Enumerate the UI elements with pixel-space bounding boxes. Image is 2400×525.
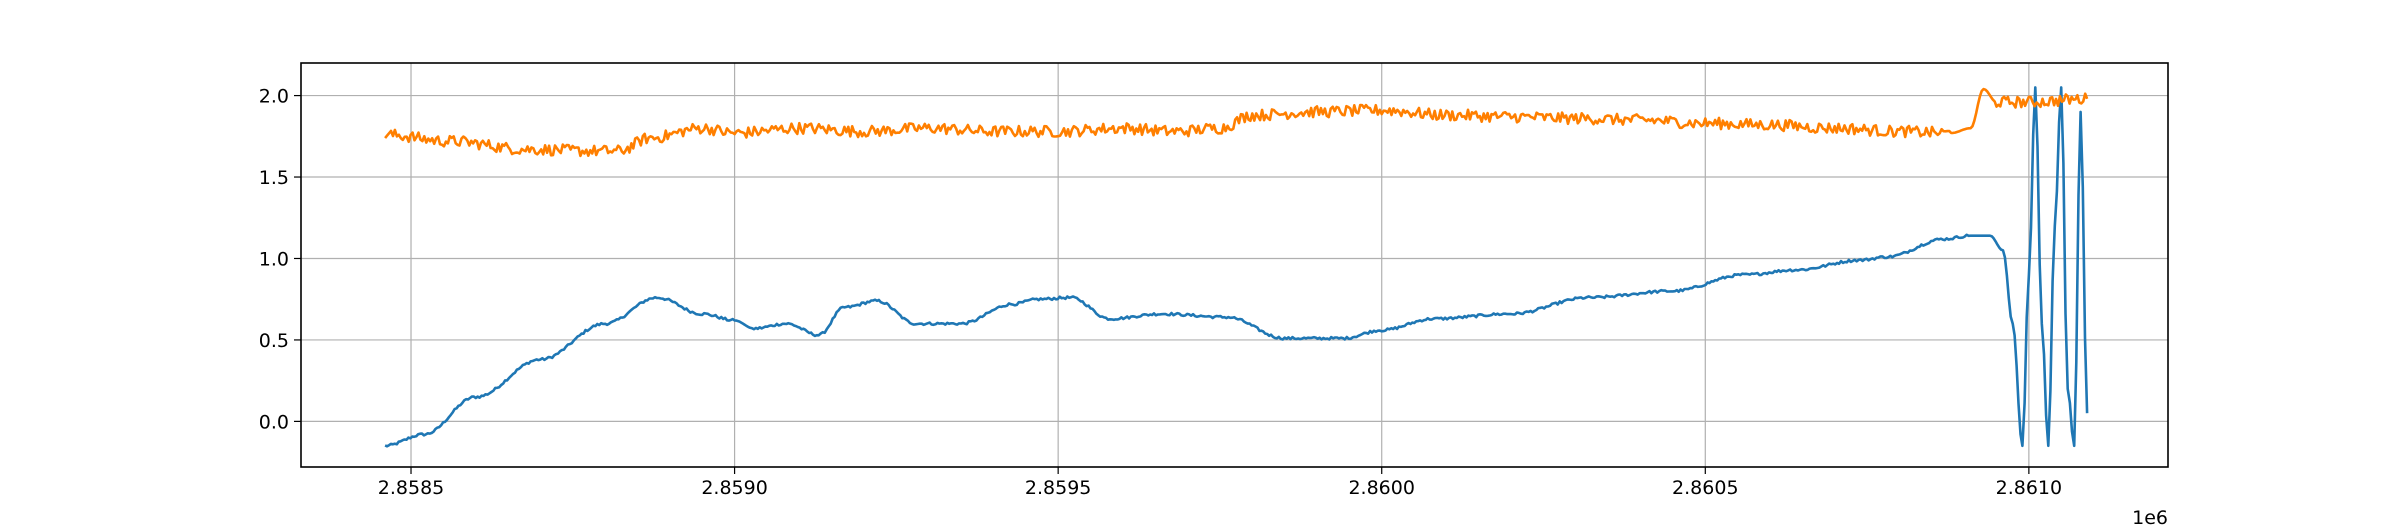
axis-ticks: 2.8585 2.8590 2.8595 2.8600 2.8605 2.8610 0.0 0… (259, 86, 2062, 499)
y-tick-label: 1.0 (259, 248, 289, 270)
y-tick-label: 2.0 (259, 86, 289, 108)
y-tick-label: 1.5 (259, 167, 289, 189)
y-tick-label: 0.0 (259, 411, 289, 433)
x-tick-label: 2.8585 (378, 477, 444, 499)
series-line-2 (384, 87, 2089, 158)
x-tick-label: 2.8600 (1348, 477, 1414, 499)
x-tick-label: 2.8595 (1025, 477, 1091, 499)
grid (301, 63, 2168, 467)
series-line-1 (384, 86, 2089, 448)
plot-area-frame (300, 62, 2169, 468)
x-tick-label: 2.8605 (1672, 477, 1738, 499)
y-tick-label: 0.5 (259, 330, 289, 352)
x-tick-label: 2.8610 (1996, 477, 2062, 499)
x-axis-offset-label: 1e6 (2132, 507, 2168, 525)
series-layer (384, 86, 2089, 448)
x-tick-label: 2.8590 (701, 477, 767, 499)
